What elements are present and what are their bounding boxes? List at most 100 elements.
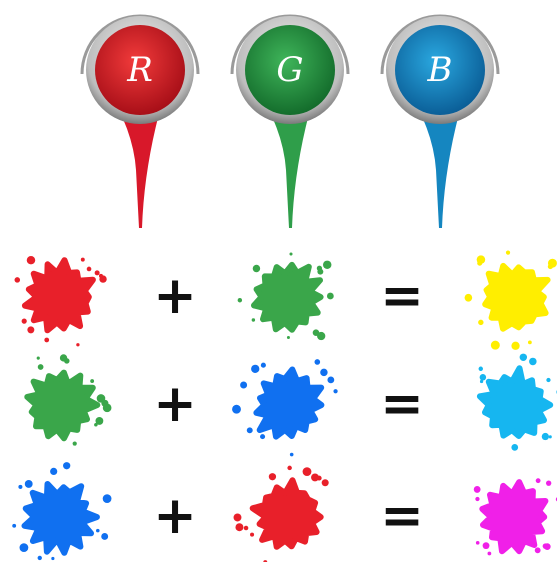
paint-drop [18, 485, 22, 489]
can-label: G [276, 50, 303, 90]
paint-drip [268, 108, 310, 228]
paint-drop [103, 494, 112, 503]
paint-drop [488, 552, 492, 556]
paint-drop [25, 480, 33, 488]
paint-drop [240, 381, 247, 388]
paint-drop [480, 374, 486, 380]
paint-drop [548, 264, 553, 269]
paint-drop [478, 320, 483, 325]
paint-drop [12, 524, 16, 528]
paint-drop [76, 343, 79, 346]
paint-drop [234, 514, 242, 522]
paint-drop [546, 481, 551, 486]
paint-drop [22, 319, 27, 324]
equals-sign: = [380, 486, 424, 546]
paint-drop [235, 523, 243, 531]
paint-drop [475, 497, 479, 501]
paint-splat [485, 266, 547, 329]
paint-drop [64, 358, 69, 363]
paint-drop [542, 433, 549, 440]
paint-drop [323, 261, 331, 269]
paint-drop [38, 556, 42, 560]
page: RGB+=+=+= (() => { const data = JSON.par… [0, 0, 557, 562]
paint-drop [63, 462, 70, 469]
paint-drop [73, 441, 77, 445]
paint-drop [51, 557, 54, 560]
paint-drop [81, 258, 85, 262]
paint-drop [287, 336, 290, 339]
paint-drop [549, 435, 552, 438]
paint-splat [480, 368, 550, 436]
paint-drip [418, 108, 460, 228]
paint-drop [97, 394, 106, 403]
illustration: R G B + = + = + = [0, 0, 557, 562]
paint-drop [474, 486, 481, 493]
paint-drop [95, 417, 103, 425]
paint-drop [261, 363, 266, 368]
paint-drop [506, 251, 510, 255]
paint-drop [543, 543, 549, 549]
paint-drop [529, 358, 537, 366]
paint-drop [290, 453, 294, 457]
paint-drop [251, 365, 259, 373]
paint-drop [37, 357, 40, 360]
paint-drop [314, 359, 320, 365]
paint-drop [333, 389, 337, 393]
plus-sign: + [153, 266, 197, 326]
paint-drop [289, 253, 292, 256]
paint-drop [483, 542, 490, 549]
paint-drop [99, 274, 103, 278]
paint-drop [238, 298, 242, 302]
paint-drop [90, 379, 94, 383]
paint-drop [327, 376, 334, 383]
paint-drop [252, 318, 255, 321]
paint-drop [491, 341, 500, 350]
paint-drop [95, 270, 100, 275]
equals-sign: = [380, 374, 424, 434]
paint-splat [25, 260, 93, 330]
paint-drop [260, 434, 265, 439]
paint-splat [482, 482, 545, 551]
paint-drop [546, 378, 550, 382]
paint-drop [96, 529, 100, 533]
paint-drop [44, 338, 49, 343]
paint-drop [320, 369, 327, 376]
paint-drop [520, 354, 527, 361]
paint-drop [50, 468, 57, 475]
paint-drip [118, 108, 160, 228]
paint-drop [317, 269, 323, 275]
paint-drop [311, 473, 319, 481]
paint-drop [476, 541, 480, 545]
paint-drop [477, 255, 486, 264]
paint-drop [317, 332, 325, 340]
paint-drop [38, 364, 44, 370]
plus-sign: + [153, 486, 197, 546]
paint-drop [465, 294, 473, 302]
can-label: R [126, 50, 153, 90]
paint-drop [87, 267, 92, 272]
paint-drop [27, 256, 35, 264]
paint-drop [250, 533, 254, 537]
plus-sign: + [153, 374, 197, 434]
paint-drop [303, 467, 312, 476]
paint-drop [322, 479, 329, 486]
paint-drop [536, 478, 541, 483]
paint-drop [528, 340, 532, 344]
paint-drop [101, 533, 108, 540]
paint-splat [27, 373, 97, 439]
paint-drop [244, 526, 249, 531]
paint-drop [479, 367, 483, 371]
paint-drop [327, 293, 334, 300]
paint-splat [25, 484, 97, 553]
paint-drop [287, 466, 291, 470]
paint-splat [256, 370, 321, 437]
equals-sign: = [380, 266, 424, 326]
paint-drop [535, 547, 541, 553]
paint-drop [269, 473, 276, 480]
paint-drop [253, 265, 260, 272]
can-label: B [427, 50, 453, 90]
paint-drop [511, 342, 519, 350]
paint-drop [20, 543, 29, 552]
paint-drop [511, 444, 518, 451]
paint-splat [253, 480, 321, 547]
